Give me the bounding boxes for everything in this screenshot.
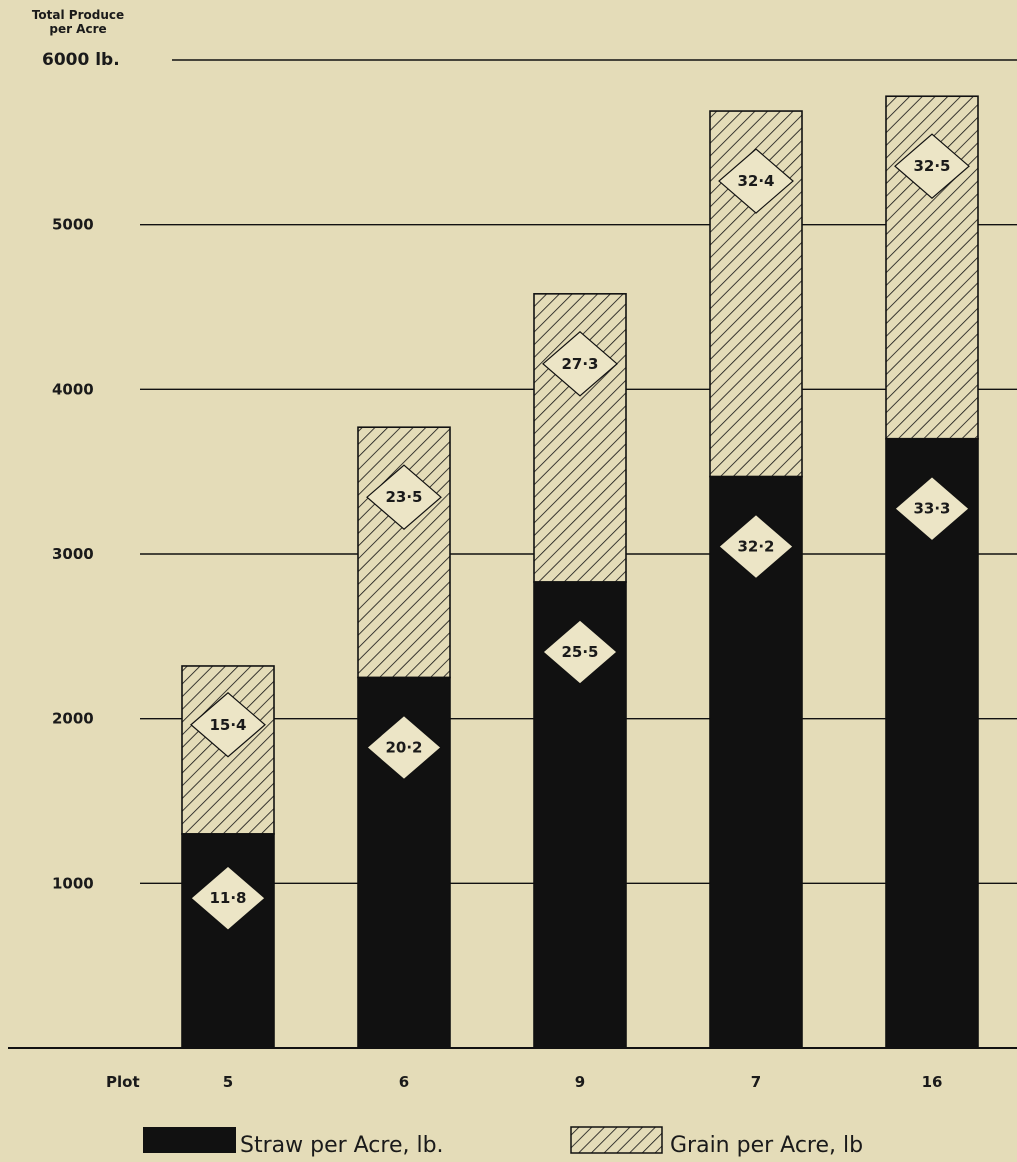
legend: Straw per Acre, lb. Grain per Acre, lb [143, 1126, 863, 1158]
value-label-text: 32·5 [913, 157, 950, 175]
legend-label-grain: Grain per Acre, lb [670, 1133, 863, 1158]
y-tick-label: 1000 [52, 874, 94, 892]
x-axis-title: Plot [106, 1073, 140, 1091]
value-label: 20·2 [366, 714, 442, 781]
value-label: 32·4 [718, 148, 794, 214]
value-label-diamond [542, 619, 618, 685]
value-label-diamond [366, 714, 442, 781]
value-label-diamond [190, 865, 266, 931]
value-label: 27·3 [542, 331, 618, 397]
value-label-diamond [894, 133, 970, 200]
x-tick-label: 9 [575, 1073, 585, 1091]
y-axis-title-line-1: Total Produce [32, 8, 124, 22]
value-label-text: 15·4 [209, 716, 246, 734]
value-label-diamond [542, 331, 618, 397]
legend-swatch-straw [143, 1127, 236, 1153]
legend-swatch-grain [570, 1126, 663, 1154]
y-tick-label: 3000 [52, 545, 94, 563]
value-label-diamond [718, 513, 794, 580]
value-label-text: 23·5 [385, 488, 422, 506]
value-labels: 11·8 15·4 20·2 23·5 25·5 27·3 32·2 32·4 33·3 32·5 [190, 133, 970, 931]
value-label-text: 11·8 [209, 889, 246, 907]
bars [181, 95, 979, 1049]
value-label: 33·3 [894, 475, 970, 542]
value-label-text: 27·3 [561, 355, 598, 373]
y-tick-label: 2000 [52, 710, 94, 728]
value-label-text: 33·3 [913, 500, 950, 518]
value-label-text: 32·4 [737, 172, 774, 190]
x-tick-label: 5 [223, 1073, 233, 1091]
legend-item-grain: Grain per Acre, lb [570, 1126, 863, 1158]
y-tick-label: 4000 [52, 380, 94, 398]
x-tick-label: 7 [751, 1073, 761, 1091]
y-axis-tick-labels: 1000 2000 3000 4000 5000 6000 lb. [42, 50, 120, 892]
x-axis-tick-labels: 5 6 9 7 16 [223, 1073, 943, 1091]
legend-label-straw: Straw per Acre, lb. [240, 1133, 444, 1158]
value-label-text: 25·5 [561, 643, 598, 661]
value-label-diamond [894, 475, 970, 542]
legend-item-straw: Straw per Acre, lb. [143, 1127, 444, 1158]
x-tick-label: 6 [399, 1073, 409, 1091]
value-label-diamond [718, 148, 794, 214]
value-label: 23·5 [366, 464, 442, 530]
value-label: 11·8 [190, 865, 266, 931]
y-axis-title: Total Produce per Acre [32, 8, 124, 36]
value-label-diamond [190, 691, 266, 758]
y-tick-label: 5000 [52, 216, 94, 234]
value-label-text: 32·2 [737, 538, 774, 556]
value-label-text: 20·2 [385, 739, 422, 757]
value-label: 32·2 [718, 513, 794, 580]
y-axis-title-line-2: per Acre [49, 22, 106, 36]
y-tick-label: 6000 lb. [42, 50, 120, 70]
x-tick-label: 16 [922, 1073, 943, 1091]
value-label-diamond [366, 464, 442, 530]
value-label: 25·5 [542, 619, 618, 685]
value-label: 15·4 [190, 691, 266, 758]
value-label: 32·5 [894, 133, 970, 200]
